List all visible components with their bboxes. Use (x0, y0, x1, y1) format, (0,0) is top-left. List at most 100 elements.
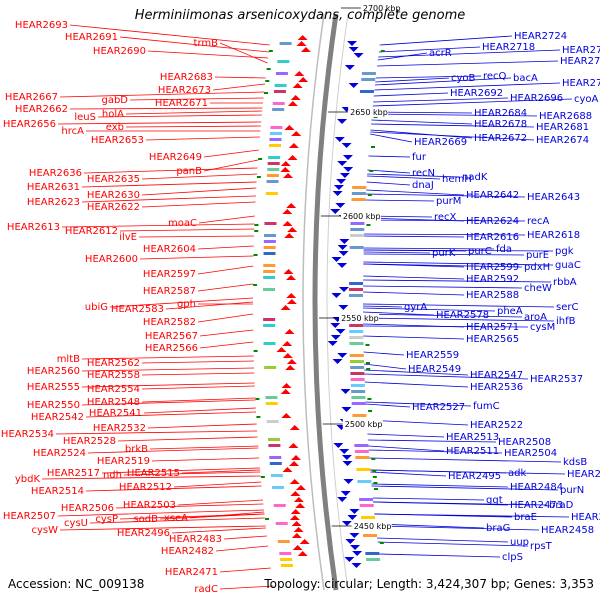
kbp-label: 2600 kbp (343, 212, 381, 221)
left-cog-box (273, 90, 286, 93)
kbp-label: 2700 kbp (363, 4, 401, 13)
right-gene-arrow (341, 521, 352, 526)
right-cog-box (357, 480, 372, 483)
left-connector-line (173, 481, 262, 488)
left-connector-line (141, 201, 256, 208)
left-gene-label: HEAR2630 (87, 190, 140, 201)
left-gene-arrow (283, 173, 294, 178)
left-gene-label: HEAR2604 (143, 244, 196, 255)
right-gene-label: dnaJ (412, 180, 434, 191)
left-gene-arrow (286, 293, 297, 298)
left-gene-arrow (291, 521, 302, 526)
left-gene-label: HEAR2515 (127, 468, 180, 479)
left-cog-box (266, 180, 279, 183)
left-gene-label: HEAR2583 (111, 304, 164, 315)
right-connector-line (367, 433, 445, 438)
left-connector-line (125, 125, 261, 128)
right-connector-line (363, 291, 465, 296)
right-gene-label: kdsB (563, 457, 587, 468)
left-cog-box (280, 564, 293, 567)
left-rna-mark (254, 224, 259, 226)
right-gene-arrow (337, 119, 348, 124)
topology-text: Topology: circular; Length: 3,424,307 bp… (264, 577, 594, 591)
right-gene-arrow (330, 335, 341, 340)
left-rna-mark (253, 254, 258, 256)
right-gene-label: HEAR2599 (466, 262, 519, 273)
left-cog-box (279, 552, 292, 555)
left-gene-label: HEAR2519 (97, 456, 150, 467)
left-cog-box (272, 102, 285, 105)
left-connector-line (181, 469, 261, 474)
kbp-label: 2500 kbp (345, 420, 383, 429)
kbp-label: 2550 kbp (341, 314, 379, 323)
left-gene-label: HEAR2528 (63, 436, 116, 447)
left-connector-line (123, 471, 261, 476)
left-connector-line (141, 360, 254, 364)
left-gene-label: gabD (101, 95, 128, 106)
left-gene-arrow (286, 203, 297, 208)
right-cog-box (349, 336, 364, 339)
left-rna-mark (258, 158, 263, 160)
right-connector-line (367, 169, 411, 174)
right-gene-label: HEAR2678 (474, 119, 527, 130)
left-gene-label: HEAR2635 (87, 174, 140, 185)
right-gene-label: uup (510, 537, 529, 548)
right-cog-box (356, 468, 371, 471)
right-cog-box (349, 354, 364, 357)
right-cog-box (349, 246, 364, 249)
left-connector-line (143, 407, 256, 414)
left-connector-line (219, 567, 271, 573)
right-gene-label: recA (527, 216, 550, 227)
left-connector-line (55, 430, 258, 435)
left-cog-box (271, 486, 284, 489)
right-gene-label: HEAR2508 (498, 437, 551, 448)
right-gene-label: HEAR2624 (466, 216, 519, 227)
right-cog-box (349, 324, 364, 327)
right-connector-line (363, 249, 554, 252)
right-gene-label: HEAR2504 (504, 448, 557, 459)
left-gene-label: cysU (64, 518, 88, 529)
right-gene-arrow (347, 515, 358, 520)
right-gene-arrow (341, 455, 352, 460)
left-connector-line (125, 110, 263, 115)
right-connector-line (367, 439, 497, 443)
right-gene-arrow (335, 203, 346, 208)
left-gene-label: ilvE (119, 232, 137, 243)
right-connector-line (374, 77, 512, 86)
right-rna-mark (368, 410, 373, 412)
left-connector-line (199, 341, 254, 349)
left-gene-label: HEAR2506 (61, 503, 114, 514)
right-gene-arrow (343, 167, 354, 172)
left-connector-line (189, 511, 265, 519)
kbp-markers: 2700 kbp 2650 kbp 2600 kbp 2550 kbp 2500 kbp… (319, 3, 401, 531)
right-cog-box (352, 414, 367, 417)
right-gene-label: HEAR2522 (470, 420, 523, 431)
right-connector-line (369, 457, 562, 463)
left-rna-mark (263, 92, 268, 94)
left-cog-box (269, 138, 282, 141)
right-gene-arrow (338, 287, 349, 292)
right-gene-label: HEAR2511 (446, 446, 499, 457)
right-gene-arrow (337, 263, 348, 268)
right-gene-label: HEAR2718 (482, 42, 535, 53)
right-connector-line (373, 92, 449, 97)
left-rna-mark (255, 398, 260, 400)
kbp-label-bg (339, 313, 380, 323)
right-gene-label: purK (432, 248, 456, 259)
right-gene-label: HEAR2565 (466, 334, 519, 345)
left-connector-line (81, 382, 255, 388)
left-gene-arrow (292, 83, 303, 88)
right-connector-line (363, 363, 407, 370)
left-gene-label: HEAR2512 (119, 482, 172, 493)
right-gene-label: HEAR2513 (446, 432, 499, 443)
right-gene-label: guaC (555, 260, 581, 271)
right-rna-mark (365, 362, 370, 364)
left-rna-mark (268, 50, 273, 52)
left-gene-arrow (282, 341, 293, 346)
left-gene-label: HEAR2532 (93, 423, 146, 434)
right-cog-box (351, 192, 366, 195)
left-connector-line (119, 36, 269, 53)
right-gene-arrow (331, 257, 342, 262)
right-gene-label: purC (468, 246, 492, 257)
